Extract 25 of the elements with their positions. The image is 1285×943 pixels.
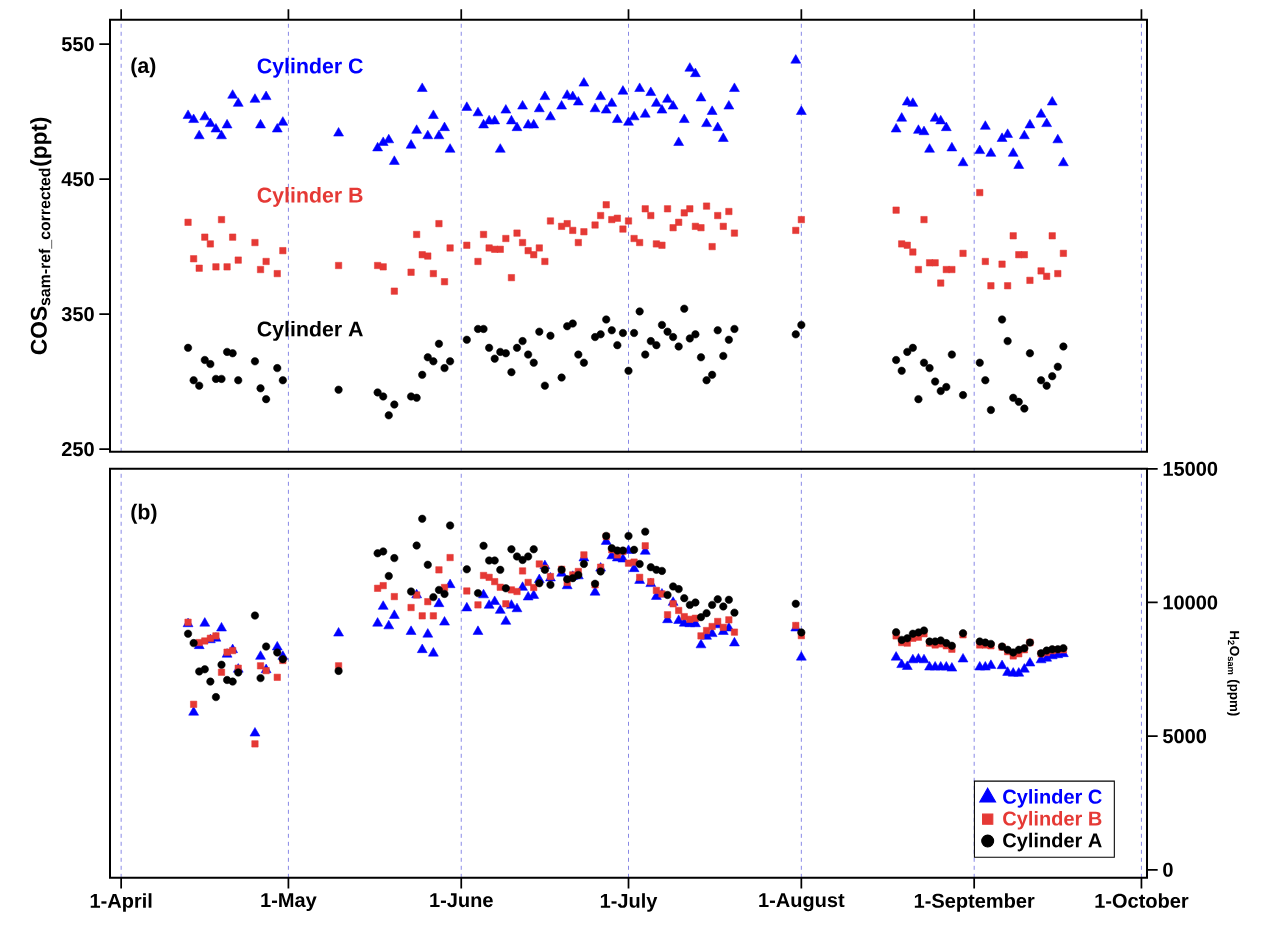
annotation: (a) — [131, 57, 156, 78]
x-tick-label: 1-July — [600, 893, 658, 912]
x-tick-label: 1-August — [759, 893, 845, 912]
x-tick-label: 1-September — [914, 893, 1035, 912]
series-label: Cylinder C — [257, 57, 363, 78]
y-tick-label: 550 — [61, 37, 94, 52]
y2-tick-label: 5000 — [1162, 729, 1207, 744]
annotation: (b) — [131, 503, 157, 524]
x-tick-label: 1-June — [430, 893, 493, 908]
y2-tick-label: 15000 — [1163, 461, 1218, 476]
legend-label: Cylinder B — [1003, 811, 1102, 830]
y-axis-title: $\textbf{COS}_{\textbf{sam-ref\_corrected}}\textbf{(ppt)}$ — [30, 117, 53, 355]
series-label: Cylinder B — [257, 187, 363, 207]
y2-tick-label: 10000 — [1163, 595, 1218, 610]
x-tick-label: 1-April — [90, 893, 152, 912]
y-tick-label: 350 — [61, 307, 94, 322]
series-label: Cylinder A — [257, 321, 363, 341]
y2-axis-title: $\textbf{H}_{\textbf{2}}\textbf{O}_{\textbf{sam}}\textbf{ (ppm)}$ — [1227, 631, 1240, 716]
y-tick-label: 250 — [61, 442, 94, 457]
x-tick-label: 1-May — [261, 893, 317, 912]
y-tick-label: 450 — [61, 172, 94, 187]
legend-label: Cylinder A — [1003, 832, 1102, 852]
legend-label: Cylinder C — [1003, 789, 1102, 808]
x-tick-label: 1-October — [1095, 893, 1189, 908]
y2-tick-label: 0 — [1163, 862, 1173, 877]
